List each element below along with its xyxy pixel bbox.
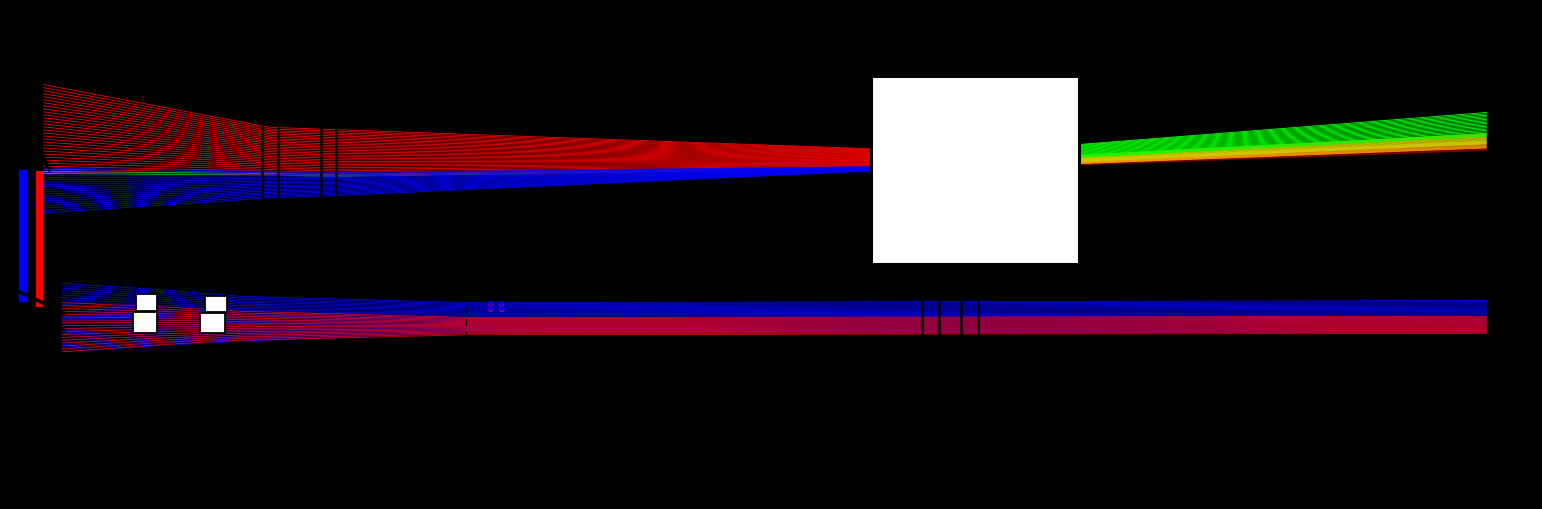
Text: DOE: DOE bbox=[1465, 370, 1511, 389]
Text: 200 mm: 200 mm bbox=[987, 467, 1056, 485]
Text: intermediate: intermediate bbox=[146, 351, 245, 366]
Bar bbox=[205, 296, 227, 312]
Text: spot position control unit: spot position control unit bbox=[316, 120, 507, 135]
Bar bbox=[133, 312, 157, 332]
Text: 2nd relay: 2nd relay bbox=[231, 29, 325, 46]
Bar bbox=[136, 294, 157, 311]
Text: work pie: work pie bbox=[1473, 67, 1542, 86]
Bar bbox=[200, 314, 225, 332]
Bar bbox=[871, 76, 1079, 264]
